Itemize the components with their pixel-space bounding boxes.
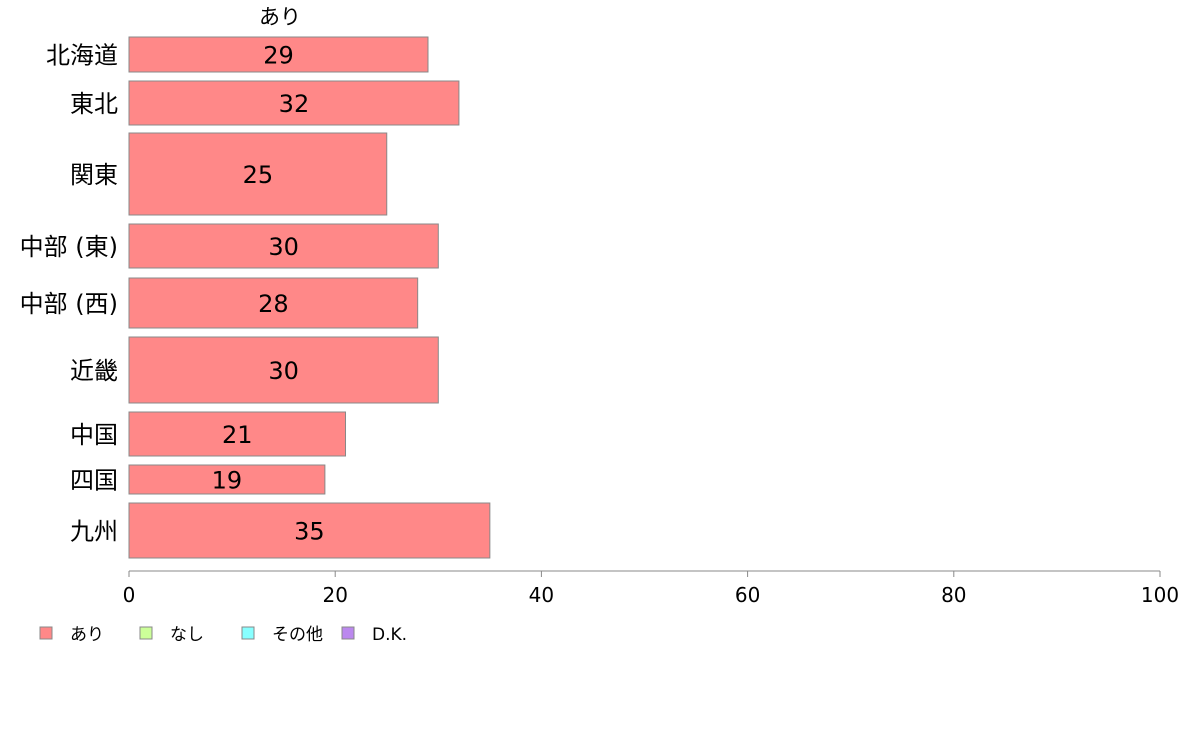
- legend: あり なし その他 D.K.: [39, 625, 407, 645]
- bar: [128, 36, 429, 73]
- x-tick-label: 60: [735, 583, 760, 607]
- legend-swatch: [241, 626, 255, 640]
- bar: [128, 411, 347, 457]
- x-tick-label: 20: [322, 583, 347, 607]
- bar: [128, 336, 439, 404]
- data-label: 35: [294, 518, 325, 546]
- bar: [128, 464, 326, 495]
- legend-label: D.K.: [372, 625, 407, 645]
- x-tick-label: 80: [941, 583, 966, 607]
- data-label: 29: [263, 42, 294, 70]
- category-label: 九州: [70, 518, 118, 546]
- category-label: 北海道: [46, 42, 118, 70]
- data-label: 28: [258, 290, 289, 318]
- legend-label: その他: [272, 625, 323, 645]
- legend-swatch: [39, 626, 53, 640]
- x-tick-label: 0: [123, 583, 136, 607]
- legend-label: あり: [70, 625, 104, 645]
- x-tick-label: 40: [529, 583, 554, 607]
- category-label: 近畿: [70, 357, 118, 385]
- category-label: 中部 (東): [20, 233, 118, 261]
- category-label: 四国: [70, 467, 118, 495]
- legend-swatch: [139, 626, 153, 640]
- column-title: あり: [259, 5, 301, 29]
- category-label: 関東: [70, 161, 118, 189]
- data-label: 30: [268, 233, 299, 261]
- legend-swatch: [341, 626, 355, 640]
- x-tick-label: 100: [1141, 583, 1179, 607]
- bar: [128, 132, 388, 216]
- data-label: 30: [268, 357, 299, 385]
- data-label: 19: [212, 467, 243, 495]
- legend-label: なし: [170, 625, 204, 645]
- x-axis: 0 20 40 60 80 100: [123, 570, 1179, 607]
- data-label: 21: [222, 421, 253, 449]
- category-label: 中国: [70, 421, 118, 449]
- bar: [128, 277, 419, 329]
- bar: [128, 80, 460, 126]
- data-label: 25: [243, 161, 274, 189]
- category-label: 中部 (西): [20, 290, 118, 318]
- category-label: 東北: [70, 90, 118, 118]
- data-label: 32: [279, 90, 310, 118]
- bar: [128, 502, 491, 559]
- bar: [128, 223, 439, 269]
